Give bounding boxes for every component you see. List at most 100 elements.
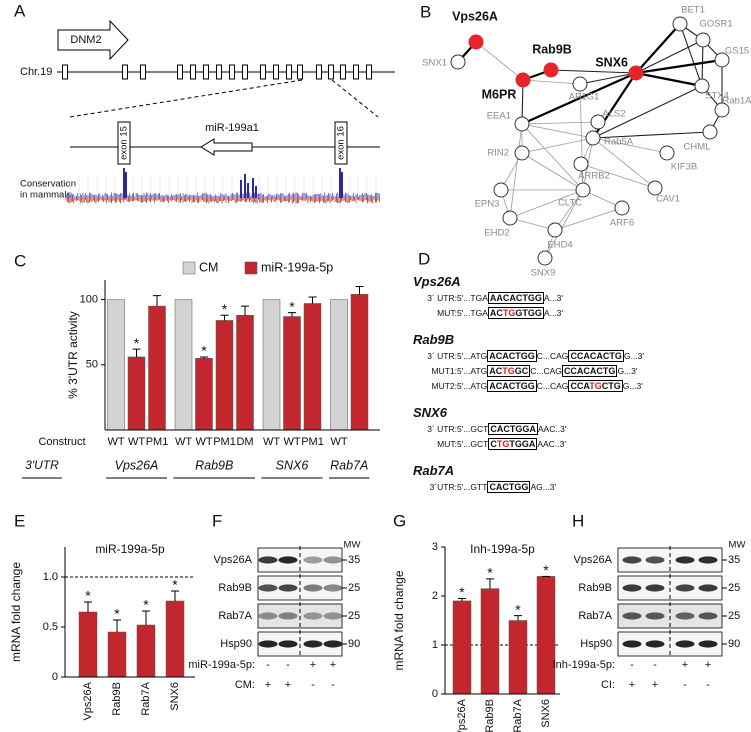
network-node: [514, 145, 530, 161]
mirna-label: miR-199a1: [205, 122, 259, 134]
blot-band: [303, 640, 323, 648]
significance-mark: *: [515, 601, 521, 617]
significance-mark: *: [201, 343, 207, 359]
network-node: [468, 34, 484, 50]
exon: [229, 64, 235, 80]
site-box: CCACACTG: [568, 350, 624, 362]
bar: [78, 611, 98, 678]
mirna-arrow: [200, 138, 253, 156]
network-edge: [635, 58, 723, 75]
network-node: [575, 182, 591, 198]
sequence-text: AG...3': [530, 482, 557, 492]
network-edge: [701, 39, 704, 87]
error-bar: [171, 590, 179, 601]
y-tick-label: 2: [432, 590, 438, 602]
network-edge: [635, 71, 703, 88]
error-bar: [200, 356, 208, 359]
group-label: Rab9B: [195, 458, 233, 472]
sequence-text: G...3': [623, 351, 644, 361]
treatment-sign: +: [652, 679, 658, 691]
sequence-text: C...CAG: [536, 381, 569, 391]
blot-row-label: Vps26A: [573, 554, 612, 566]
sequence-label: MUT1:: [431, 366, 458, 376]
y-tick-label: 0: [432, 688, 438, 700]
node-label: SNX6: [595, 55, 628, 69]
network-node: [547, 222, 563, 238]
bar: [195, 358, 213, 431]
network-edge: [635, 39, 704, 74]
site-text: AC: [489, 366, 503, 376]
blot-band: [278, 556, 298, 564]
sequence-text: 5'...GCT: [457, 424, 489, 434]
mw-value: 25: [348, 610, 360, 622]
network-node: [659, 145, 675, 161]
bar: [165, 600, 185, 678]
site-box: CACTGGA: [488, 423, 538, 435]
panel-label: A: [14, 1, 26, 20]
treatment-sign: +: [265, 679, 271, 691]
bar: [350, 294, 369, 431]
x-tick-label: PM1: [146, 436, 169, 448]
x-tick-label: Rab7A: [512, 698, 524, 732]
x-tick-label: PM1: [301, 436, 324, 448]
treatment-sign: +: [705, 659, 711, 671]
gene-arrow: [57, 19, 129, 61]
network-edge: [635, 23, 681, 74]
blot-band: [258, 640, 278, 648]
error-bar: [142, 610, 150, 625]
legend-label: miR-199a-5p: [261, 260, 333, 274]
exon: [140, 64, 146, 80]
treatment-label: CI:: [601, 679, 615, 691]
blot-band: [622, 612, 642, 620]
mutation: TG: [502, 366, 515, 376]
sequence-text: G...3': [622, 381, 643, 391]
blot-row-label: Vps26A: [213, 554, 252, 566]
network-edge: [592, 131, 711, 139]
sequence-label: 3´ UTR:: [427, 351, 457, 361]
gene-name: SNX6: [413, 405, 447, 420]
node-label: BET1: [681, 5, 705, 16]
panel-label: C: [14, 251, 26, 270]
sequence-label: 3´ UTR:: [427, 424, 457, 434]
significance-mark: *: [289, 298, 295, 314]
error-bar: [288, 312, 296, 317]
treatment-sign: +: [682, 659, 688, 671]
legend-swatch: [244, 261, 258, 275]
chart-title: miR-199a-5p: [95, 542, 165, 556]
network-edge: [509, 217, 556, 231]
site-box: ACACTGG: [487, 350, 537, 362]
mutation: TG: [502, 308, 516, 318]
bar: [174, 299, 193, 431]
x-tick-label: SNX6: [169, 682, 181, 711]
site-text: CTG: [601, 381, 621, 391]
treatment-sign: +: [629, 679, 635, 691]
treatment-label: miR-199a-5p:: [188, 659, 255, 671]
network-edge: [509, 189, 584, 219]
node-label: GS15: [725, 46, 749, 57]
network-node: [493, 182, 509, 198]
panel-label: G: [393, 511, 406, 530]
node-label: CAV1: [656, 194, 680, 205]
sequence-line: MUT:5'...GCT CTGTGGA AAC..3': [413, 437, 748, 452]
blot-band: [258, 556, 278, 564]
exon: [242, 64, 248, 80]
blot-band: [622, 584, 642, 592]
blot-band: [622, 640, 642, 648]
treatment-sign: -: [266, 659, 270, 671]
network-edge: [475, 41, 524, 81]
exon: [328, 64, 334, 80]
bar: [262, 299, 281, 431]
node-label: SNX9: [531, 268, 556, 279]
network-node: [695, 32, 711, 48]
network-node: [502, 210, 518, 226]
network-node: [537, 250, 553, 266]
network-edge: [521, 121, 599, 125]
node-label: RIN2: [487, 148, 509, 159]
error-bar: [153, 295, 161, 307]
mw-value: 35: [728, 554, 740, 566]
y-axis-label: mRNA fold change: [392, 570, 406, 670]
exon: [190, 64, 196, 80]
panel-label: D: [418, 249, 430, 268]
bar: [330, 299, 348, 431]
site-text: GC: [514, 366, 529, 376]
